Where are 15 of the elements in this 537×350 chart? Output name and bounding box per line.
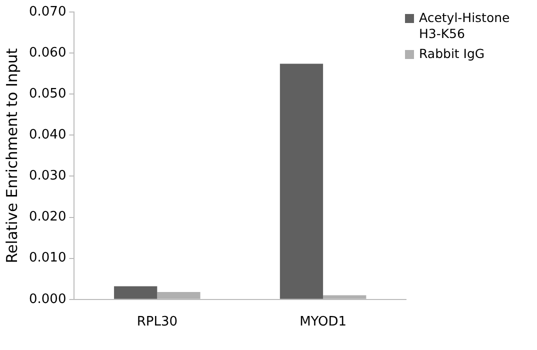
bar <box>280 64 324 299</box>
y-tick-label: 0.000 <box>29 292 66 307</box>
y-tick-label: 0.040 <box>29 128 66 143</box>
y-tick-label: 0.010 <box>29 250 66 266</box>
x-tick-label: RPL30 <box>136 314 178 330</box>
y-tick-label: 0.020 <box>29 210 66 225</box>
y-tick-label: 0.070 <box>29 4 66 20</box>
legend-label: Rabbit IgG <box>419 46 485 62</box>
y-tick-label: 0.050 <box>29 86 66 102</box>
y-axis-title: Relative Enrichment to Input <box>2 48 21 264</box>
x-tick-label: MYOD1 <box>300 314 347 330</box>
legend-label: Acetyl-Histone H3-K56 <box>419 10 511 42</box>
y-tick-label: 0.030 <box>29 168 66 184</box>
bar <box>114 286 158 299</box>
y-tick-label: 0.060 <box>29 45 66 60</box>
